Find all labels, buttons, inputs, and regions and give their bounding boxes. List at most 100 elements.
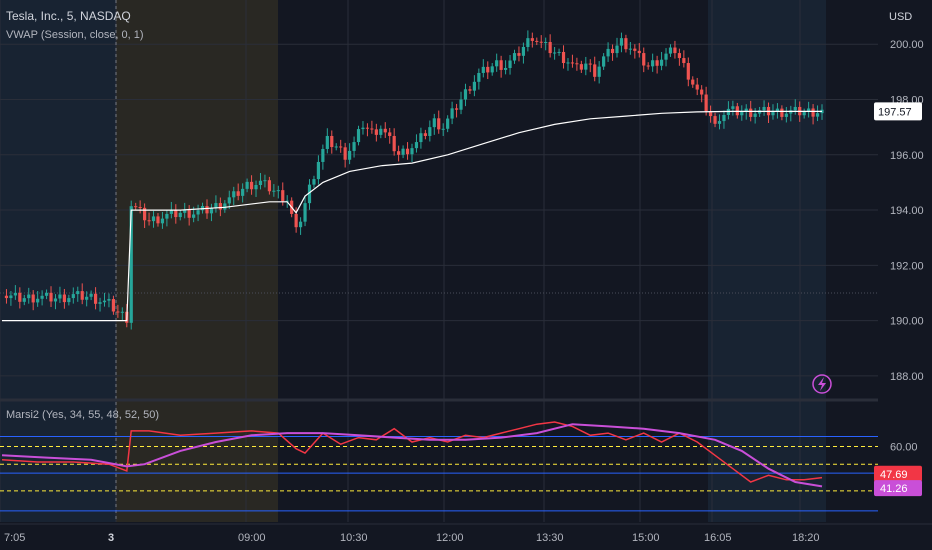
fast-series-line: [1, 421, 823, 483]
candle-body: [459, 99, 463, 110]
price-tick-label: 190.00: [890, 316, 924, 328]
candle-body: [682, 58, 686, 64]
candle-body: [610, 48, 615, 54]
candle-body: [740, 111, 744, 116]
candle-body: [134, 206, 138, 208]
slow-series-line: [1, 423, 823, 488]
candle-body: [432, 118, 436, 128]
candle-body: [570, 62, 575, 64]
candle-body: [31, 294, 35, 303]
candle-body: [36, 298, 40, 303]
axes: 200.00198.00196.00194.00192.00190.00188.…: [0, 39, 932, 544]
candle-body: [312, 179, 316, 185]
candle-body: [405, 148, 410, 155]
candle-body: [205, 206, 209, 214]
candle-body: [700, 89, 704, 95]
candle-body: [85, 296, 89, 300]
candle-body: [298, 221, 303, 228]
candle-body: [339, 146, 343, 148]
candle-body: [575, 63, 579, 65]
candle-body: [717, 121, 722, 124]
oscillator-value-label: 47.69: [880, 469, 908, 481]
candle-body: [597, 66, 601, 77]
candle-body: [561, 51, 566, 64]
candle-body: [521, 46, 526, 56]
premarket-band: [0, 0, 116, 522]
candle-body: [227, 197, 231, 204]
candle-body: [695, 84, 699, 90]
candle-body: [316, 161, 321, 180]
candle-body: [463, 89, 468, 100]
candle-body: [454, 108, 459, 110]
price-tick-label: 192.00: [890, 260, 924, 272]
candle-body: [677, 53, 681, 59]
candle-body: [517, 53, 521, 56]
lightning-icon[interactable]: [812, 374, 832, 394]
candle-body: [129, 206, 133, 323]
price-tick-label: 196.00: [890, 150, 924, 162]
candle-body: [423, 133, 427, 136]
candle-body: [267, 180, 271, 192]
grid: [0, 0, 878, 522]
candle-body: [67, 298, 71, 303]
candle-body: [330, 135, 334, 148]
candle-body: [544, 42, 548, 44]
candle-body: [437, 118, 441, 130]
candle-body: [379, 128, 383, 135]
candle-body: [107, 299, 111, 301]
candle-body: [383, 128, 387, 133]
candle-body: [392, 135, 396, 152]
candle-body: [334, 146, 338, 148]
candle-body: [138, 207, 142, 209]
candle-body: [62, 294, 66, 303]
time-tick-label: 18:20: [792, 532, 820, 544]
candle-body: [802, 111, 806, 116]
candle-body: [236, 191, 240, 196]
candle-body: [397, 151, 401, 155]
vwap-title: VWAP (Session, close, 0, 1): [6, 29, 144, 41]
candle-body: [526, 38, 530, 47]
candle-body: [388, 132, 392, 136]
candle-body: [735, 106, 739, 116]
candle-body: [753, 113, 757, 117]
candle-body: [441, 128, 445, 130]
candle-body: [686, 63, 690, 80]
candle-body: [762, 106, 766, 111]
candle-body: [169, 209, 173, 214]
candle-body: [27, 294, 31, 299]
candle-body: [646, 65, 650, 67]
candle-body: [557, 51, 561, 53]
candle-body: [111, 299, 116, 312]
candle-body: [348, 150, 352, 160]
candle-body: [249, 181, 254, 190]
candles: [4, 30, 824, 330]
candle-body: [9, 295, 13, 299]
candle-body: [49, 292, 53, 302]
candle-body: [272, 190, 276, 192]
candle-body: [223, 203, 227, 210]
candle-body: [811, 108, 815, 117]
candle-body: [343, 147, 347, 160]
candle-body: [192, 214, 196, 218]
candle-body: [615, 45, 619, 54]
candle-body: [535, 40, 539, 42]
candle-body: [165, 213, 169, 219]
candle-body: [713, 116, 717, 124]
candle-body: [281, 190, 285, 202]
aftermarket-band: [708, 0, 826, 522]
time-tick-label: 13:30: [536, 532, 564, 544]
time-tick-label: 16:05: [704, 532, 732, 544]
candle-body: [258, 180, 263, 185]
candle-body: [624, 38, 628, 50]
candle-body: [530, 38, 534, 41]
candle-body: [174, 209, 178, 218]
candle-body: [71, 294, 75, 299]
candle-body: [691, 79, 695, 85]
candle-body: [285, 200, 289, 202]
candle-body: [102, 300, 107, 303]
candle-body: [668, 47, 673, 54]
candle-body: [44, 292, 49, 296]
candle-body: [793, 106, 797, 111]
candle-body: [619, 38, 624, 46]
candle-body: [76, 291, 80, 295]
